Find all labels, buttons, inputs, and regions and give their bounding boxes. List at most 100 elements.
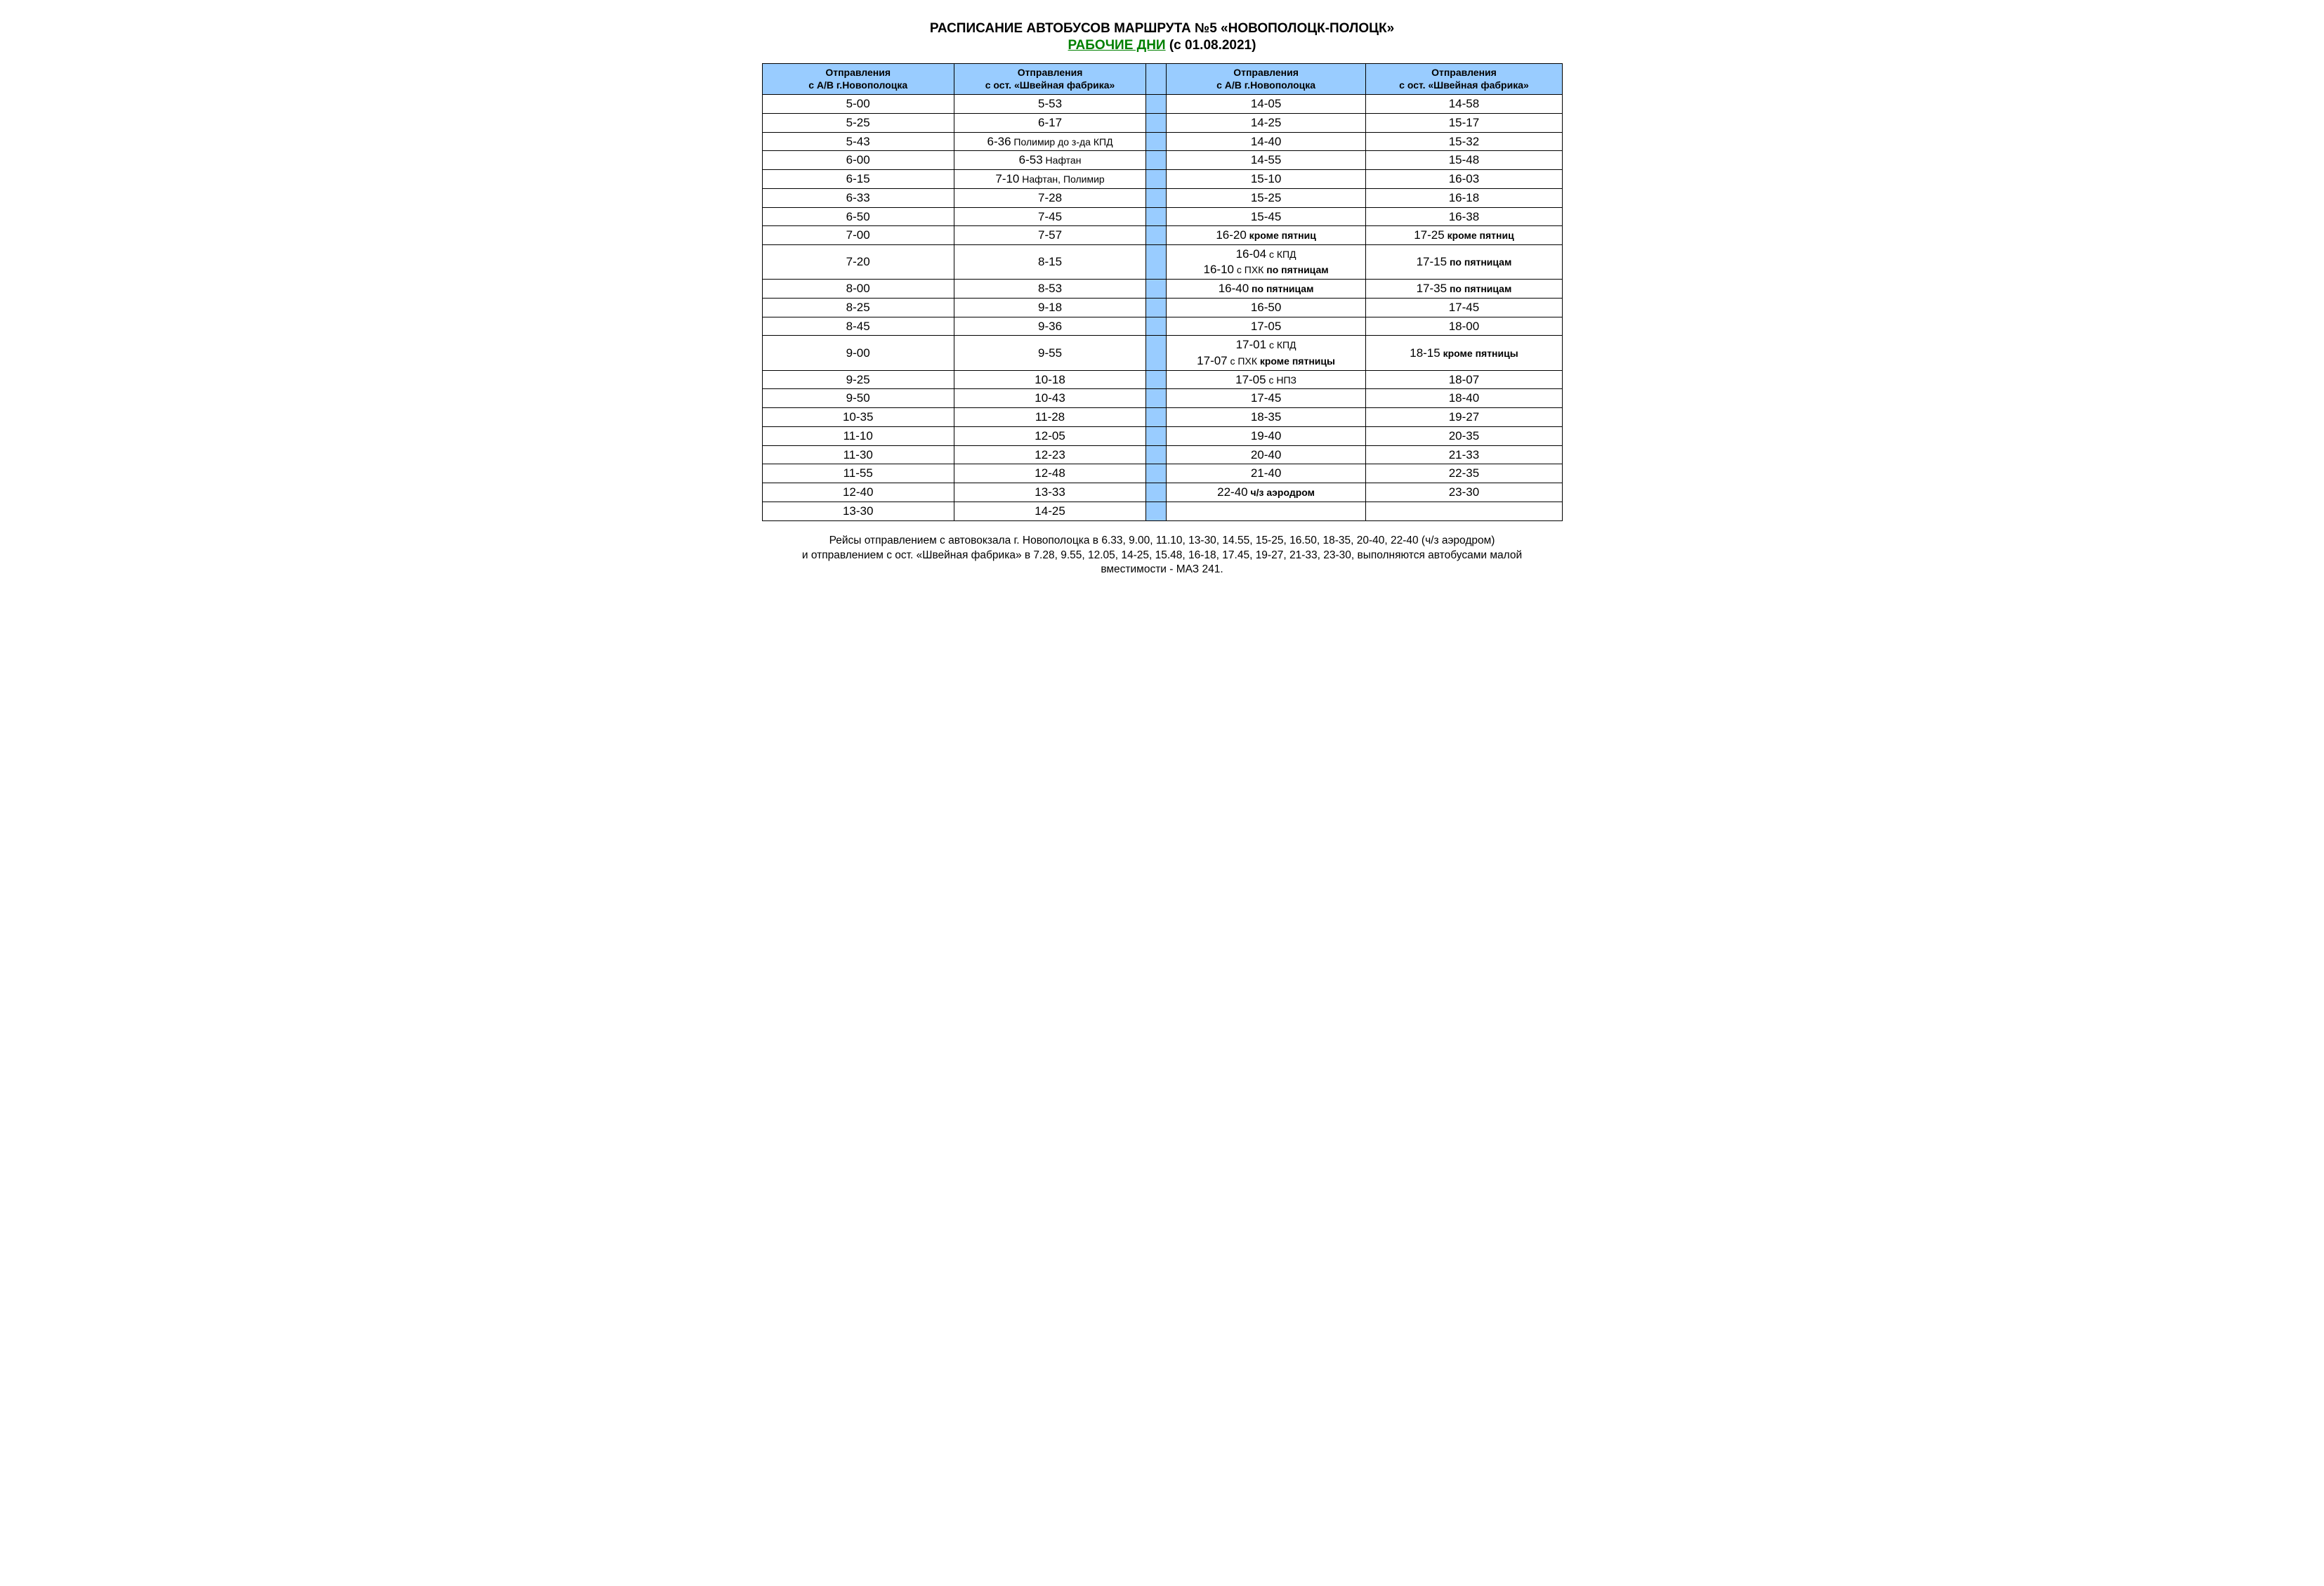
table-row: 6-157-10 Нафтан, Полимир 15-1016-03 — [762, 170, 1562, 189]
cell-c3: 17-01 с КПД17-07 с ПХК кроме пятницы — [1166, 336, 1366, 370]
cell-c4: 15-17 — [1366, 113, 1562, 132]
table-row: 6-337-2815-2516-18 — [762, 188, 1562, 207]
title-link[interactable]: РАБОЧИЕ ДНИ — [1068, 38, 1166, 53]
cell-c1: 8-45 — [762, 317, 954, 336]
header-sep — [1146, 64, 1166, 95]
cell-c1: 6-15 — [762, 170, 954, 189]
cell-c2: 7-10 Нафтан, Полимир — [954, 170, 1145, 189]
cell-c4: 15-48 — [1366, 151, 1562, 170]
cell-c1: 6-50 — [762, 207, 954, 226]
cell-c1: 11-30 — [762, 445, 954, 464]
cell-c3: 14-40 — [1166, 132, 1366, 151]
cell-c2: 10-43 — [954, 389, 1145, 408]
cell-c3: 14-55 — [1166, 151, 1366, 170]
cell-c2: 12-05 — [954, 426, 1145, 445]
cell-c2: 8-53 — [954, 280, 1145, 299]
table-row: 11-1012-0519-4020-35 — [762, 426, 1562, 445]
cell-c3: 17-05 — [1166, 317, 1366, 336]
cell-c2: 9-18 — [954, 298, 1145, 317]
table-row: 8-459-36 17-0518-00 — [762, 317, 1562, 336]
cell-c3: 15-25 — [1166, 188, 1366, 207]
cell-c1: 5-25 — [762, 113, 954, 132]
table-row: 12-4013-3322-40 ч/з аэродром23-30 — [762, 483, 1562, 502]
table-row: 9-2510-18 17-05 с НПЗ18-07 — [762, 370, 1562, 389]
header-col3-l2: с А/В г.Новополоцка — [1216, 79, 1315, 91]
cell-c4: 16-03 — [1366, 170, 1562, 189]
cell-sep — [1146, 151, 1166, 170]
cell-c4: 20-35 — [1366, 426, 1562, 445]
header-col2: Отправления с ост. «Швейная фабрика» — [954, 64, 1145, 95]
cell-c3: 16-04 с КПД16-10 с ПХК по пятницам — [1166, 245, 1366, 280]
cell-c4: 18-07 — [1366, 370, 1562, 389]
cell-c3: 16-50 — [1166, 298, 1366, 317]
cell-sep — [1146, 317, 1166, 336]
cell-c2: 6-17 — [954, 113, 1145, 132]
cell-c3: 16-40 по пятницам — [1166, 280, 1366, 299]
cell-c1: 6-33 — [762, 188, 954, 207]
cell-c2: 10-18 — [954, 370, 1145, 389]
cell-c3: 20-40 — [1166, 445, 1366, 464]
table-row: 7-007-5716-20 кроме пятниц17-25 кроме пя… — [762, 226, 1562, 245]
cell-c4: 19-27 — [1366, 408, 1562, 427]
footer-line3: вместимости - МАЗ 241. — [1101, 563, 1223, 575]
cell-sep — [1146, 336, 1166, 370]
cell-c3: 17-45 — [1166, 389, 1366, 408]
cell-c3: 15-10 — [1166, 170, 1366, 189]
header-col2-l2: с ост. «Швейная фабрика» — [985, 79, 1115, 91]
header-col3: Отправления с А/В г.Новополоцка — [1166, 64, 1366, 95]
cell-c1: 8-25 — [762, 298, 954, 317]
title-block: РАСПИСАНИЕ АВТОБУСОВ МАРШРУТА №5 «НОВОПО… — [762, 21, 1563, 53]
cell-sep — [1146, 464, 1166, 483]
cell-c2: 11-28 — [954, 408, 1145, 427]
header-col4-l2: с ост. «Швейная фабрика» — [1399, 79, 1529, 91]
cell-c4: 17-35 по пятницам — [1366, 280, 1562, 299]
cell-c2: 9-36 — [954, 317, 1145, 336]
cell-c4: 17-15 по пятницам — [1366, 245, 1562, 280]
cell-c1: 9-50 — [762, 389, 954, 408]
table-row: 10-3511-2818-3519-27 — [762, 408, 1562, 427]
cell-c2: 9-55 — [954, 336, 1145, 370]
cell-c4: 16-18 — [1366, 188, 1562, 207]
cell-c4: 23-30 — [1366, 483, 1562, 502]
table-row: 11-3012-2320-4021-33 — [762, 445, 1562, 464]
cell-c4: 16-38 — [1366, 207, 1562, 226]
cell-c3: 22-40 ч/з аэродром — [1166, 483, 1366, 502]
cell-c3: 16-20 кроме пятниц — [1166, 226, 1366, 245]
cell-c3: 17-05 с НПЗ — [1166, 370, 1366, 389]
cell-c1: 7-00 — [762, 226, 954, 245]
cell-sep — [1146, 502, 1166, 520]
cell-c1: 6-00 — [762, 151, 954, 170]
cell-sep — [1146, 389, 1166, 408]
cell-c3: 19-40 — [1166, 426, 1366, 445]
footer-line2: и отправлением с ост. «Швейная фабрика» … — [802, 549, 1522, 561]
cell-sep — [1146, 188, 1166, 207]
cell-c1: 11-55 — [762, 464, 954, 483]
title-date: (с 01.08.2021) — [1166, 38, 1256, 53]
table-row: 11-5512-4821-4022-35 — [762, 464, 1562, 483]
title-main: РАСПИСАНИЕ АВТОБУСОВ МАРШРУТА №5 «НОВОПО… — [762, 21, 1563, 37]
footer-note: Рейсы отправлением с автовокзала г. Ново… — [762, 534, 1563, 578]
cell-c4: 21-33 — [1366, 445, 1562, 464]
cell-c1: 9-25 — [762, 370, 954, 389]
cell-c2: 7-57 — [954, 226, 1145, 245]
cell-c2: 14-25 — [954, 502, 1145, 520]
cell-c4: 18-00 — [1366, 317, 1562, 336]
cell-c3: 14-05 — [1166, 95, 1366, 114]
cell-c1: 5-00 — [762, 95, 954, 114]
cell-sep — [1146, 445, 1166, 464]
cell-c2: 12-48 — [954, 464, 1145, 483]
cell-sep — [1146, 483, 1166, 502]
footer-line1: Рейсы отправлением с автовокзала г. Ново… — [829, 535, 1495, 546]
cell-c4: 14-58 — [1366, 95, 1562, 114]
schedule-body: 5-005-5314-0514-585-256-1714-2515-175-43… — [762, 95, 1562, 521]
table-row: 5-436-36 Полимир до з-да КПД14-4015-32 — [762, 132, 1562, 151]
cell-c4: 18-15 кроме пятницы — [1366, 336, 1562, 370]
cell-c3: 15-45 — [1166, 207, 1366, 226]
cell-sep — [1146, 226, 1166, 245]
cell-c2: 13-33 — [954, 483, 1145, 502]
table-row: 8-259-1816-5017-45 — [762, 298, 1562, 317]
header-col1-l2: с А/В г.Новополоцка — [808, 79, 907, 91]
table-row: 5-256-1714-2515-17 — [762, 113, 1562, 132]
cell-c3: 21-40 — [1166, 464, 1366, 483]
schedule-table: Отправления с А/В г.Новополоцка Отправле… — [762, 63, 1563, 521]
